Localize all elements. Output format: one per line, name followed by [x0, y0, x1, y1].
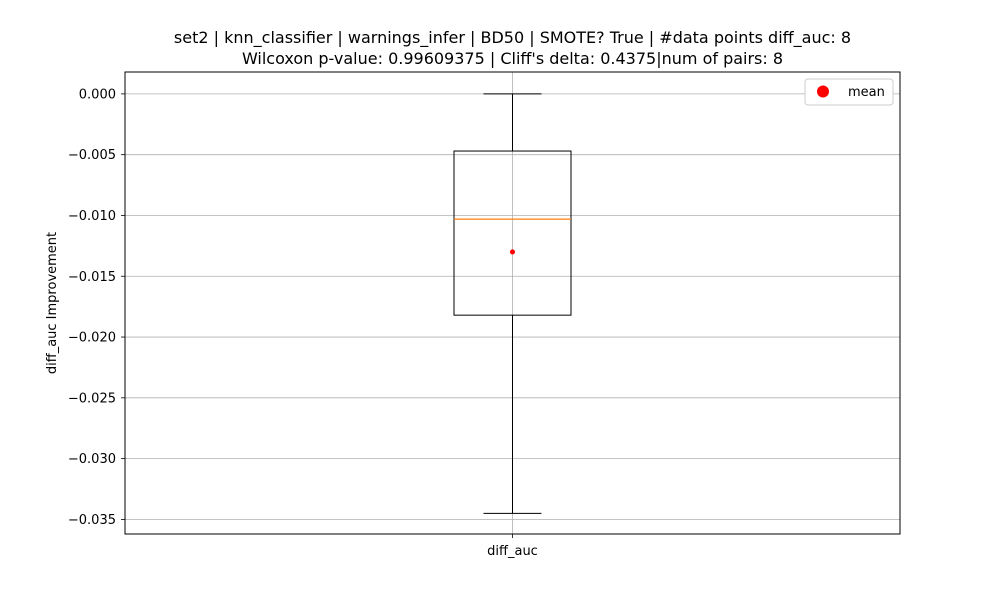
legend: mean: [804, 78, 894, 106]
chart-subtitle: Wilcoxon p-value: 0.99609375 | Cliff's d…: [242, 49, 783, 68]
y-tick-label: −0.035: [68, 513, 116, 528]
y-tick-label: −0.005: [68, 148, 116, 163]
y-tick-label: 0.000: [79, 87, 116, 102]
y-axis-label: diff_auc Improvement: [45, 232, 60, 374]
y-tick-label: −0.030: [68, 452, 116, 467]
plot-frame: [124, 71, 901, 535]
iqr-box: [453, 150, 572, 316]
tick-layer: 0.000 −0.005 −0.010 −0.015 −0.020 −0.025 −0.03…: [68, 87, 538, 559]
chart-title: set2 | knn_classifier | warnings_infer |…: [174, 28, 851, 48]
y-tick-label: −0.010: [68, 209, 116, 224]
legend-mean-label: mean: [848, 85, 885, 100]
legend-mean-marker: [817, 85, 829, 98]
y-tick-label: −0.020: [68, 331, 116, 346]
x-tick-label: diff_auc: [487, 544, 538, 559]
box-layer: [453, 93, 572, 514]
y-tick-label: −0.015: [68, 270, 116, 285]
legend-box: [804, 78, 894, 106]
mean-point: [510, 249, 515, 255]
y-tick-label: −0.025: [68, 391, 116, 406]
